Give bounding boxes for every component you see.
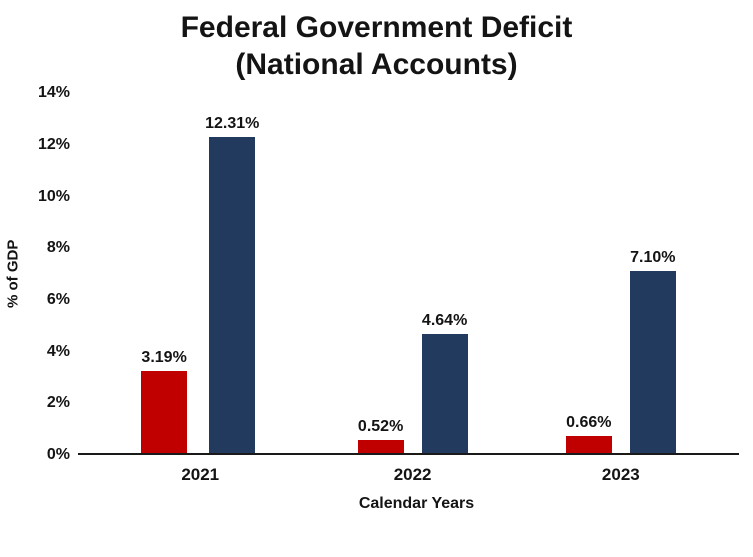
- chart-body: % of GDP 0% 2% 4% 6% 8% 10% 12% 14% 3.19% 12.31%…: [0, 84, 753, 484]
- y-tick-label: 14%: [37, 84, 70, 102]
- red-series-bar: [357, 439, 404, 454]
- y-tick-label: 12%: [37, 135, 70, 153]
- bar-wrapper: 0.52%: [357, 93, 404, 454]
- bar-wrapper: 3.19%: [141, 93, 188, 454]
- bar-wrapper: 12.31%: [205, 93, 260, 454]
- navy-series-bar: [209, 136, 256, 454]
- red-series-bar: [141, 371, 188, 454]
- y-axis-ticks: 0% 2% 4% 6% 8% 10% 12% 14%: [26, 84, 78, 463]
- x-category-label: 2021: [181, 465, 220, 485]
- bar-value-label: 4.64%: [421, 311, 468, 329]
- y-tick-label: 2%: [46, 394, 70, 412]
- plot-area: 3.19% 12.31% 2021 0.52% 4.64% 2022 0.66% 7.10% 2…: [78, 93, 739, 484]
- bar-wrapper: 0.66%: [565, 93, 612, 454]
- y-tick-label: 10%: [37, 187, 70, 205]
- bar-value-label: 7.10%: [630, 248, 676, 266]
- y-tick-label: 6%: [46, 291, 70, 309]
- y-tick-label: 0%: [46, 446, 70, 464]
- bar-group: 0.52% 4.64% 2022: [357, 93, 468, 484]
- bar-value-label: 0.52%: [357, 417, 404, 435]
- x-category-label: 2022: [393, 465, 432, 485]
- x-axis-title: Calendar Years: [358, 495, 475, 513]
- x-category-label: 2023: [601, 465, 640, 485]
- chart-title-line1: Federal Government Deficit: [180, 11, 573, 44]
- bar-wrapper: 7.10%: [629, 93, 676, 454]
- bar-wrapper: 4.64%: [421, 93, 468, 454]
- bar-value-label: 12.31%: [205, 114, 260, 132]
- bar-group: 3.19% 12.31% 2021: [141, 93, 260, 484]
- chart-title: Federal Government Deficit (National Acc…: [0, 10, 753, 83]
- bar-value-label: 0.66%: [566, 414, 612, 432]
- navy-series-bar: [421, 333, 468, 454]
- red-series-bar: [565, 436, 612, 454]
- y-tick-label: 8%: [46, 239, 70, 257]
- chart-title-line2: (National Accounts): [235, 47, 518, 81]
- y-axis-title: % of GDP: [4, 240, 22, 309]
- navy-series-bar: [629, 270, 676, 454]
- bar-value-label: 3.19%: [141, 349, 187, 367]
- y-tick-label: 4%: [46, 342, 70, 360]
- bar-group: 0.66% 7.10% 2023: [565, 93, 676, 484]
